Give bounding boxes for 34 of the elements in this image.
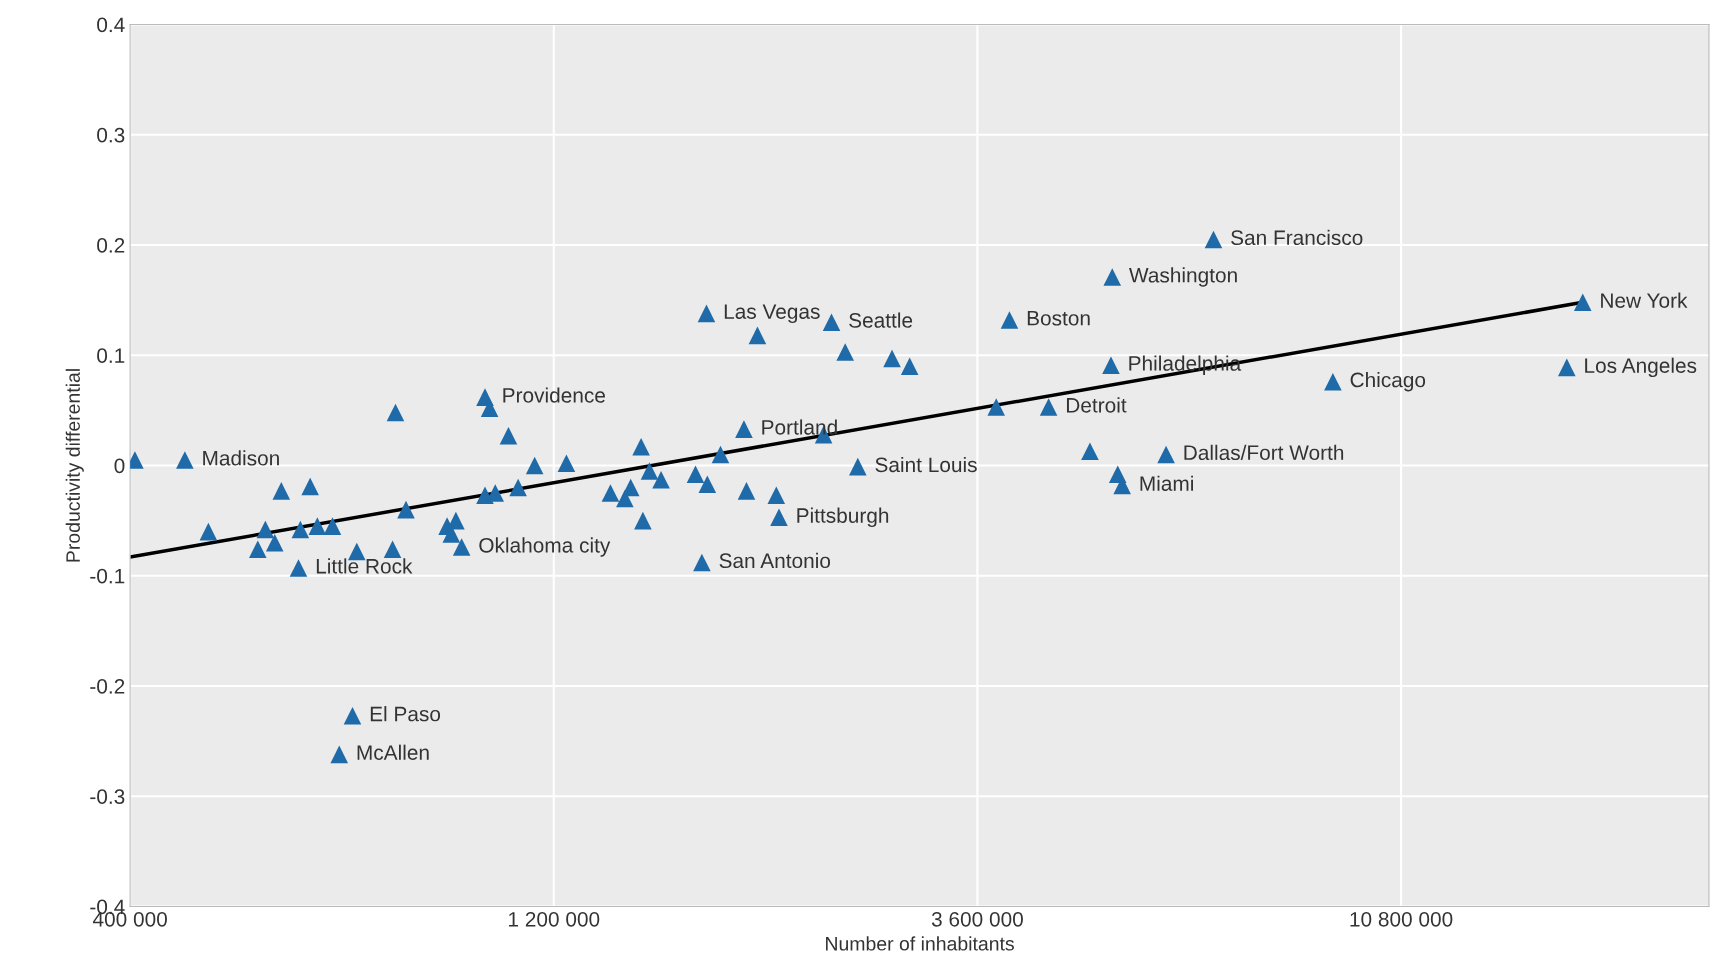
annotation: Boston — [1027, 311, 1090, 326]
x-tick-label: 3 600 000 — [931, 911, 1023, 927]
y-axis-title: Productivity differential — [65, 369, 84, 562]
annotation: Providence — [503, 387, 605, 403]
y-tick-label: 0.2 — [97, 238, 125, 253]
y-tick-label: -0.1 — [90, 568, 125, 584]
annotation: Dallas/Fort Worth — [1184, 444, 1344, 461]
annotation: El Paso — [370, 706, 441, 722]
annotation: Portland — [762, 419, 837, 435]
annotation: Oklahoma city — [479, 537, 611, 557]
y-tick-label: 0.4 — [97, 17, 125, 33]
annotation: Detroit — [1066, 397, 1127, 413]
annotation: Madison — [203, 450, 279, 466]
y-tick-label: 0.1 — [97, 348, 125, 363]
y-tick-label: 0.3 — [97, 127, 125, 143]
annotation: Miami — [1140, 475, 1193, 491]
annotation: Pittsburgh — [797, 507, 889, 528]
x-axis-title: Number of inhabitants — [826, 936, 1014, 951]
x-tick-label: 10 800 000 — [1350, 911, 1453, 927]
annotation: Little Rock — [316, 558, 413, 574]
annotation: San Francisco — [1231, 229, 1363, 246]
annotation: Washington — [1129, 267, 1237, 287]
annotation: Saint Louis — [875, 456, 977, 473]
y-tick-label: -0.2 — [90, 679, 125, 694]
annotation: New York — [1601, 292, 1688, 308]
annotation: San Antonio — [719, 552, 831, 569]
annotation: Las Vegas — [724, 304, 820, 324]
x-tick-label: 1 200 000 — [509, 911, 600, 927]
annotation: Chicago — [1350, 372, 1426, 392]
y-tick-label: 0 — [114, 458, 125, 474]
annotation: Seattle — [849, 312, 913, 328]
annotation: Los Angeles — [1585, 357, 1697, 378]
annotation: McAllen — [357, 744, 429, 760]
y-tick-label: -0.3 — [90, 789, 125, 804]
